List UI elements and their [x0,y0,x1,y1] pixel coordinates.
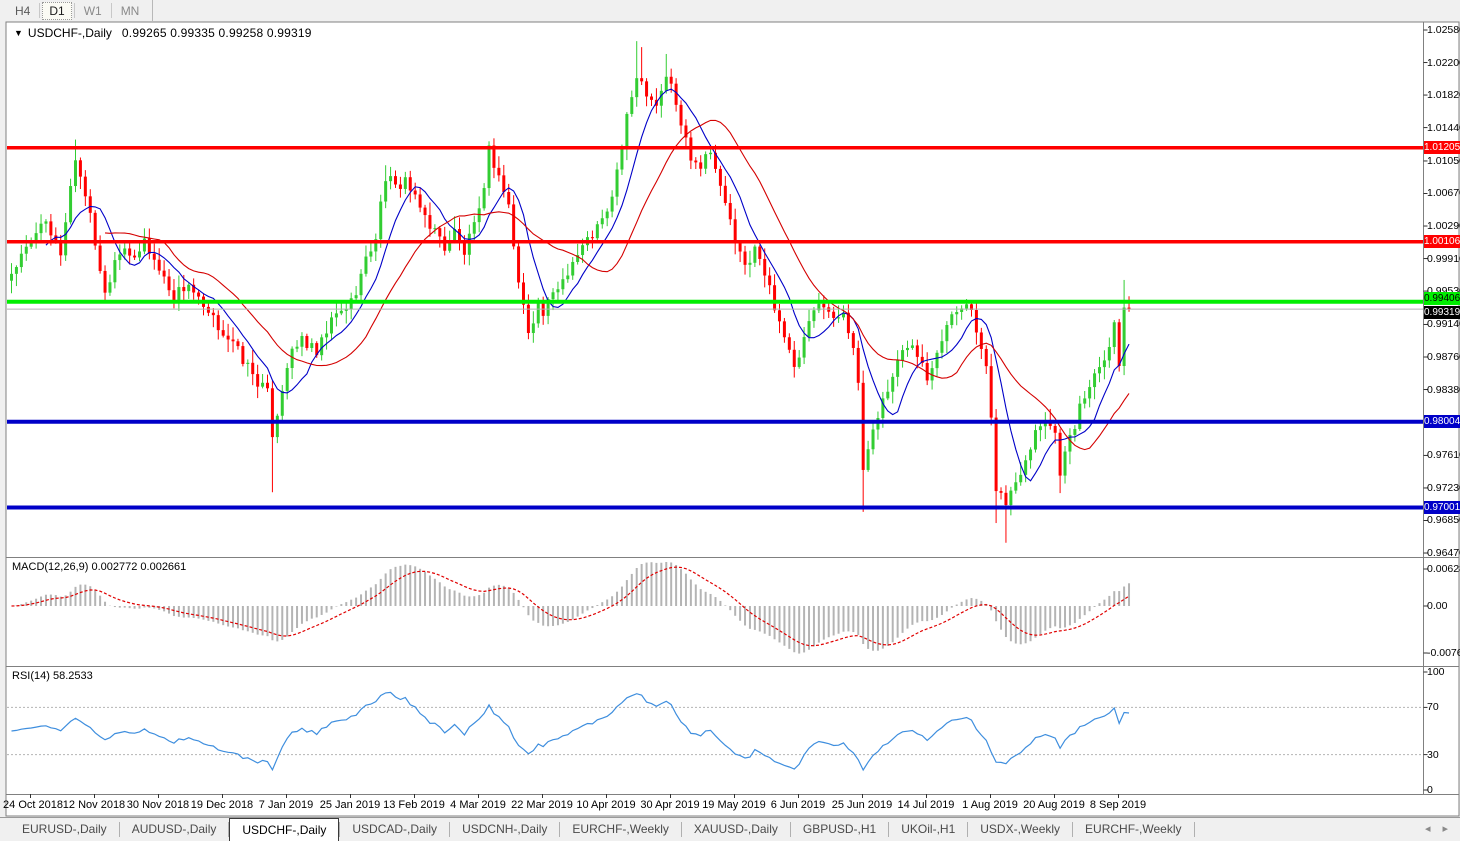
rsi-indicator-label: RSI(14) 58.2533 [12,670,93,682]
toolbar-separator [110,3,112,18]
timeframe-toolbar: H4 D1 W1 MN [0,0,1460,21]
period-button-d1[interactable]: D1 [42,1,72,20]
chart-tab-gbpusd-h1[interactable]: GBPUSD-,H1 [802,822,877,836]
tab-scroll-left-button[interactable]: ◂ [1424,823,1431,835]
price-tick-label: 1.00670 [1427,187,1460,200]
candlestick-series [10,41,1131,543]
date-tick-label: 19 Dec 2018 [190,799,254,811]
price-tick-label: 1.02580 [1427,24,1460,36]
macd-indicator-label: MACD(12,26,9) 0.002772 0.002661 [12,561,187,573]
date-tick-label: 25 Jun 2019 [831,799,893,811]
tab-separator [228,822,230,837]
chart-tab-ukoil-h1[interactable]: UKOil-,H1 [901,822,956,836]
level-price-badge: 0.97001 [1424,501,1460,515]
period-button-h4[interactable]: H4 [15,3,31,18]
rsi-axis-label: 30 [1427,748,1439,761]
date-tick-label: 6 Jun 2019 [770,799,826,811]
macd-axis-label: -0.00762 [1427,647,1460,659]
rsi-axis-label: 0 [1427,784,1433,796]
price-tick-label: 1.02200 [1427,56,1460,69]
tab-scroll-right-button[interactable]: ▸ [1442,823,1448,835]
chart-tab-eurchf-weekly[interactable]: EURCHF-,Weekly [1085,822,1182,836]
date-tick-label: 30 Nov 2018 [126,799,190,811]
chart-tab-xauusd-daily[interactable]: XAUUSD-,Daily [693,822,778,836]
date-tick-label: 13 Feb 2019 [383,799,445,811]
toolbar-separator [39,3,41,18]
price-tick-label: 0.96470 [1427,547,1460,560]
tab-separator [680,822,682,837]
chart-window-frame [5,21,1460,817]
ma-slow-line [104,119,1130,451]
tab-scroll-arrows: ◂ ▸ [1419,822,1454,835]
price-tick-label: 1.01440 [1427,121,1460,134]
date-tick-label: 19 May 2019 [702,799,766,811]
date-tick-label: 1 Aug 2019 [962,799,1018,811]
period-button-mn[interactable]: MN [120,3,140,18]
tab-separator [449,822,451,837]
price-tick-label: 1.01050 [1427,154,1460,167]
current-price-badge: 0.99319 [1424,306,1460,320]
tab-separator [559,822,561,837]
date-tick-label: 8 Sep 2019 [1089,799,1147,811]
toolbar-separator [73,3,75,18]
date-tick-label: 22 Mar 2019 [511,799,573,811]
chart-tab-usdx-weekly[interactable]: USDX-,Weekly [980,822,1061,836]
toolbar-separator [152,0,154,21]
tab-separator [1193,822,1195,837]
macd-axis-label: 0.006286 [1427,563,1460,575]
date-tick-label: 14 Jul 2019 [897,799,955,811]
tab-separator [888,822,890,837]
chart-tab-usdcnh-daily[interactable]: USDCNH-,Daily [462,822,548,836]
symbol-dropdown-icon[interactable]: ▼ [14,28,23,38]
tab-separator [967,822,969,837]
level-price-badge: 0.98004 [1424,415,1460,429]
tab-separator [339,822,341,837]
chart-tab-audusd-daily[interactable]: AUDUSD-,Daily [131,822,217,836]
chart-symbol-label: USDCHF-,Daily [27,26,112,40]
chart-tab-eurusd-daily[interactable]: EURUSD-,Daily [22,822,107,836]
level-price-badge: 1.01205 [1424,141,1460,155]
level-price-badge: 0.99406 [1424,291,1460,305]
date-tick-label: 25 Jan 2019 [319,799,381,811]
date-tick-label: 30 Apr 2019 [640,799,700,811]
date-tick-label: 7 Jan 2019 [258,799,314,811]
rsi-line [11,691,1130,772]
tab-separator [789,822,791,837]
date-tick-label: 4 Mar 2019 [450,799,506,811]
ma-fast-line [45,88,1130,482]
chart-ohlc-values: 0.99265 0.99335 0.99258 0.99319 [121,26,312,40]
date-tick-label: 20 Aug 2019 [1023,799,1085,811]
macd-histogram [15,562,1131,654]
macd-axis-label: 0.00 [1427,600,1448,612]
chart-tab-eurchf-weekly[interactable]: EURCHF-,Weekly [572,822,669,836]
chart-tab-usdchf-daily[interactable]: USDCHF-,Daily [229,818,340,841]
level-price-badge: 1.00106 [1424,235,1460,249]
chart-tab-usdcad-daily[interactable]: USDCAD-,Daily [352,822,438,836]
tab-separator [1072,822,1074,837]
rsi-axis-label: 70 [1427,701,1439,714]
chart-title: ▼ USDCHF-,Daily 0.99265 0.99335 0.99258 0.… [14,26,312,40]
tab-separator [118,822,120,837]
macd-signal-line [11,566,1130,647]
date-tick-label: 10 Apr 2019 [576,799,636,811]
date-tick-label: 12 Nov 2018 [62,799,126,811]
chart-tab-bar: EURUSD-,Daily AUDUSD-,Daily USDCHF-,Daily U… [0,817,1460,841]
price-tick-label: 1.01820 [1427,89,1460,102]
date-tick-label: 24 Oct 2018 [3,799,63,811]
rsi-axis-label: 100 [1427,666,1445,678]
period-button-w1[interactable]: W1 [83,3,102,18]
